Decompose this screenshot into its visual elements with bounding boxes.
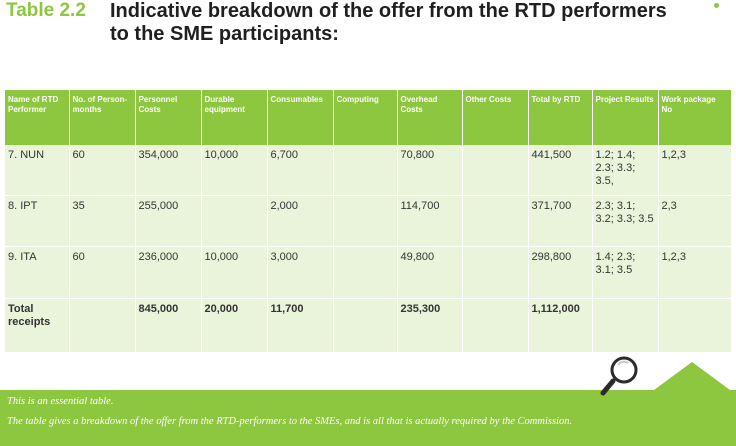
col-header-total-by-rtd: Total by RTD (528, 90, 593, 145)
table-cell: 1,2,3 (658, 246, 732, 299)
note-banner: This is an essential table. The table gi… (0, 390, 736, 446)
table-cell: 20,000 (201, 298, 268, 353)
col-header-computing: Computing (333, 90, 398, 145)
magnifier-icon (600, 356, 638, 396)
table-cell: 7. NUN (5, 145, 70, 196)
table-cell (333, 298, 398, 353)
table-cell: 298,800 (528, 246, 593, 299)
table-cell: 3,000 (267, 246, 334, 299)
table-cell: 114,700 (397, 195, 463, 247)
budget-table: Name of RTD Performer No. of Person-mont… (5, 90, 732, 353)
table-cell: 2,000 (267, 195, 334, 247)
table-cell: 10,000 (201, 246, 268, 299)
total-row: Total receipts 845,000 20,000 11,700 235… (5, 298, 732, 353)
col-header-rtd-performer: Name of RTD Performer (5, 90, 70, 145)
table-cell: 1.2; 1.4; 2.3; 3.3; 3.5, (592, 145, 659, 196)
table-cell (462, 298, 529, 353)
table-cell: 371,700 (528, 195, 593, 247)
callout-tab (654, 362, 730, 390)
table-title-line2: to the SME participants: (110, 23, 339, 45)
table-cell: 49,800 (397, 246, 463, 299)
table-cell: 2,3 (658, 195, 732, 247)
table-row: 7. NUN 60 354,000 10,000 6,700 70,800 44… (5, 145, 732, 196)
col-header-other-costs: Other Costs (462, 90, 529, 145)
table-cell: 6,700 (267, 145, 334, 196)
table-cell: 1.4; 2.3; 3.1; 3.5 (592, 246, 659, 299)
table-row: 9. ITA 60 236,000 10,000 3,000 49,800 29… (5, 246, 732, 299)
table-cell: 236,000 (135, 246, 202, 299)
col-header-personnel-costs: Personnel Costs (135, 90, 202, 145)
table-cell: 60 (69, 145, 136, 196)
table-cell (462, 195, 529, 247)
table-cell: 10,000 (201, 145, 268, 196)
table-cell (333, 145, 398, 196)
table-cell: 255,000 (135, 195, 202, 247)
table-cell (69, 298, 136, 353)
col-header-overhead-costs: Overhead Costs (397, 90, 463, 145)
table-cell: 235,300 (397, 298, 463, 353)
col-header-person-months: No. of Person-months (69, 90, 136, 145)
header-row: Name of RTD Performer No. of Person-mont… (5, 90, 732, 145)
table-cell: 354,000 (135, 145, 202, 196)
decorative-dot (714, 3, 719, 8)
table-cell: 845,000 (135, 298, 202, 353)
table-cell: 1,112,000 (528, 298, 593, 353)
table-row: 8. IPT 35 255,000 2,000 114,700 371,700 … (5, 195, 732, 247)
table-cell (592, 298, 659, 353)
col-header-consumables: Consumables (267, 90, 334, 145)
table-cell: 35 (69, 195, 136, 247)
table-cell (462, 145, 529, 196)
table-cell: 441,500 (528, 145, 593, 196)
table-cell: 9. ITA (5, 246, 70, 299)
col-header-work-package: Work package No (658, 90, 732, 145)
table-cell: 1,2,3 (658, 145, 732, 196)
table-title-line1: Indicative breakdown of the offer from t… (110, 0, 667, 22)
table-title: Indicative breakdown of the offer from t… (110, 0, 730, 46)
table-cell: 2.3; 3.1; 3.2; 3.3; 3.5 (592, 195, 659, 247)
note-line-1: This is an essential table. (7, 396, 114, 407)
table-cell (201, 195, 268, 247)
table-cell: 60 (69, 246, 136, 299)
table-cell: 11,700 (267, 298, 334, 353)
table-cell: 8. IPT (5, 195, 70, 247)
col-header-project-results: Project Results (592, 90, 659, 145)
table-heading: Table 2.2 Indicative breakdown of the of… (6, 0, 731, 48)
table-cell (658, 298, 732, 353)
table-cell: Total receipts (5, 298, 70, 353)
table-cell: 70,800 (397, 145, 463, 196)
table-cell (333, 246, 398, 299)
note-line-2: The table gives a breakdown of the offer… (7, 416, 573, 427)
col-header-durable-equipment: Durable equipment (201, 90, 268, 145)
table-cell (333, 195, 398, 247)
table-cell (462, 246, 529, 299)
table-number: Table 2.2 (6, 0, 86, 21)
